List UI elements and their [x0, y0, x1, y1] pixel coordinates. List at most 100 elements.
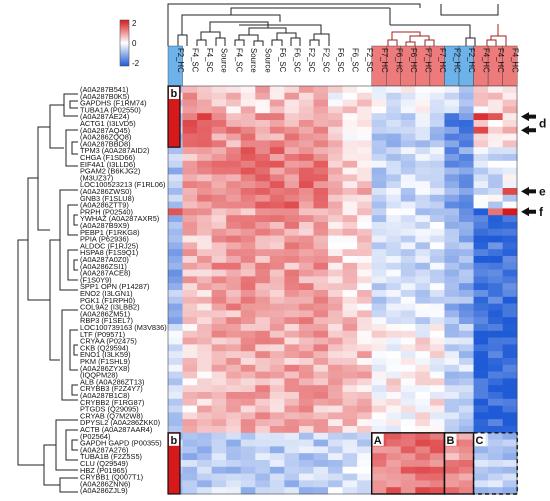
heatmap-cell: [444, 147, 460, 155]
heatmap-cell: [226, 392, 242, 400]
heatmap-cell: [226, 235, 242, 243]
heatmap-cell: [211, 276, 227, 284]
heatmap-cell: [415, 460, 431, 468]
heatmap-cell: [488, 487, 503, 495]
heatmap-cell: [211, 378, 227, 386]
heatmap-cell: [459, 147, 474, 155]
heatmap-cell: [197, 92, 212, 100]
heatmap-cell: [284, 174, 300, 182]
heatmap-cell: [328, 92, 343, 100]
heatmap-cell: [415, 215, 431, 223]
heatmap-cell: [473, 256, 489, 264]
heatmap-cell: [473, 174, 489, 182]
heatmap-cell: [415, 249, 431, 257]
heatmap-cell: [226, 487, 242, 495]
heatmap-cell: [182, 249, 198, 257]
heatmap-cell: [168, 160, 183, 168]
heatmap-cell: [328, 371, 343, 379]
heatmap-cell: [502, 385, 518, 393]
heatmap-cell: [473, 126, 489, 134]
heatmap-cell: [269, 412, 285, 420]
heatmap-cell: [226, 249, 242, 257]
heatmap-cell: [429, 480, 445, 488]
side-bar-label: b: [171, 88, 178, 100]
heatmap-cell: [211, 290, 227, 298]
heatmap-cell: [444, 290, 460, 298]
heatmap-cell: [313, 371, 329, 379]
heatmap-cell: [502, 276, 518, 284]
heatmap-cell: [488, 106, 503, 114]
heatmap-cell: [459, 412, 474, 420]
heatmap-cell: [226, 140, 242, 148]
heatmap-cell: [502, 181, 518, 189]
heatmap-cell: [211, 215, 227, 223]
heatmap-cell: [444, 330, 460, 338]
heatmap-cell: [444, 242, 460, 250]
heatmap-cell: [473, 460, 489, 468]
heatmap-cell: [197, 385, 212, 393]
heatmap-cell: [298, 269, 314, 277]
heatmap-cell: [415, 269, 431, 277]
heatmap-cell: [328, 392, 343, 400]
heatmap-cell: [211, 371, 227, 379]
row-label: (A0A286ZJL9): [80, 486, 128, 495]
column-dendrogram: [167, 3, 499, 46]
heatmap-cell: [473, 276, 489, 284]
heatmap-cell: [342, 140, 358, 148]
heatmap-cell: [371, 330, 387, 338]
heatmap-cell: [488, 86, 503, 94]
heatmap-cell: [488, 364, 503, 372]
heatmap-cell: [313, 378, 329, 386]
heatmap-cell: [240, 324, 256, 332]
heatmap-cell: [386, 188, 402, 196]
box-label-C: C: [476, 435, 484, 447]
heatmap-cell: [255, 160, 271, 168]
heatmap-cell: [429, 290, 445, 298]
heatmap-cell: [298, 167, 314, 175]
heatmap-cell: [298, 358, 314, 366]
heatmap-cell: [328, 419, 343, 427]
heatmap-cell: [400, 242, 416, 250]
heatmap-cell: [284, 120, 300, 128]
heatmap-cell: [400, 358, 416, 366]
heatmap-cell: [269, 174, 285, 182]
heatmap-cell: [444, 358, 460, 366]
heatmap-cell: [415, 412, 431, 420]
heatmap-cell: [488, 480, 503, 488]
heatmap-cell: [168, 181, 183, 189]
heatmap-cell: [255, 269, 271, 277]
heatmap-cell: [502, 487, 518, 495]
heatmap-cell: [226, 371, 242, 379]
heatmap-cell: [255, 222, 271, 230]
heatmap-cell: [211, 317, 227, 325]
heatmap-cell: [488, 337, 503, 345]
heatmap-cell: [371, 276, 387, 284]
heatmap-cell: [284, 439, 300, 447]
heatmap-cell: [328, 208, 343, 216]
heatmap-cell: [459, 188, 474, 196]
heatmap-cell: [415, 126, 431, 134]
row-label: (A0A286ZTT9): [80, 201, 129, 210]
heatmap-cell: [298, 222, 314, 230]
heatmap-cell: [197, 181, 212, 189]
heatmap-cell: [400, 99, 416, 107]
heatmap-cell: [502, 296, 518, 304]
column-label: F4_SC: [234, 48, 243, 73]
heatmap-cell: [400, 188, 416, 196]
heatmap-cell: [255, 487, 271, 495]
heatmap-cell: [429, 269, 445, 277]
heatmap-cell: [400, 385, 416, 393]
heatmap-cell: [444, 228, 460, 236]
heatmap-cell: [357, 405, 372, 413]
heatmap-cell: [386, 310, 402, 318]
heatmap-cell: [415, 133, 431, 141]
heatmap-cell: [386, 405, 402, 413]
heatmap-cell: [357, 364, 372, 372]
heatmap-cell: [444, 364, 460, 372]
heatmap-cell: [269, 235, 285, 243]
heatmap-cell: [269, 398, 285, 406]
heatmap-cell: [386, 235, 402, 243]
heatmap-cell: [182, 344, 198, 352]
heatmap-cell: [342, 160, 358, 168]
side-bar-label: b: [171, 435, 178, 447]
